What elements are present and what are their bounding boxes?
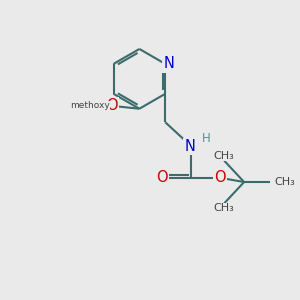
Text: O: O — [156, 170, 167, 185]
Text: N: N — [164, 56, 174, 71]
Text: methoxy: methoxy — [70, 101, 110, 110]
Text: CH₃: CH₃ — [214, 203, 235, 214]
Text: H: H — [202, 132, 211, 145]
Text: O: O — [214, 170, 226, 185]
Text: N: N — [184, 139, 196, 154]
Text: CH₃: CH₃ — [275, 177, 296, 187]
Text: O: O — [106, 98, 118, 113]
Text: CH₃: CH₃ — [214, 151, 235, 160]
